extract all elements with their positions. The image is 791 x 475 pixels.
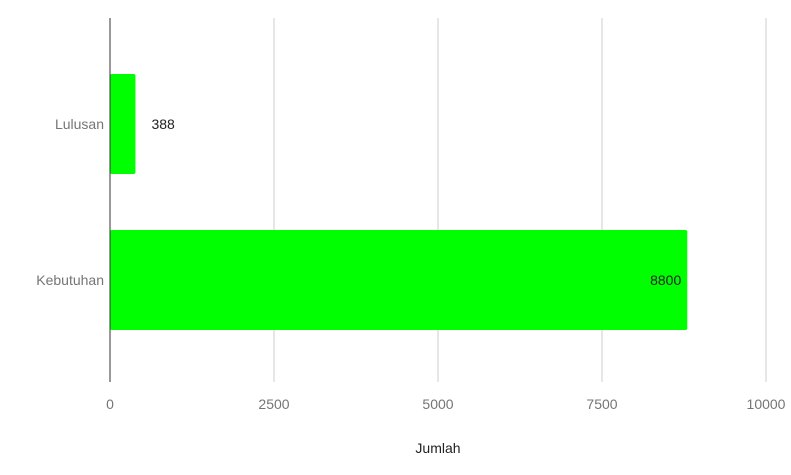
x-axis-title: Jumlah <box>415 440 460 456</box>
bar-lulusan <box>110 74 136 174</box>
x-tick-label: 7500 <box>586 396 617 412</box>
category-labels: Lulusan Kebutuhan <box>36 116 104 288</box>
bars <box>110 74 688 330</box>
x-tick-label: 10000 <box>747 396 786 412</box>
category-label: Lulusan <box>55 116 104 132</box>
data-label: 388 <box>151 116 175 132</box>
bar-kebutuhan <box>110 230 688 330</box>
x-tick-label: 0 <box>106 396 114 412</box>
x-tick-labels: 0 2500 5000 7500 10000 <box>106 396 786 412</box>
x-tick-label: 2500 <box>258 396 289 412</box>
x-tick-label: 5000 <box>422 396 453 412</box>
data-label: 8800 <box>650 272 681 288</box>
category-label: Kebutuhan <box>36 272 104 288</box>
data-labels: 388 8800 <box>151 116 681 288</box>
